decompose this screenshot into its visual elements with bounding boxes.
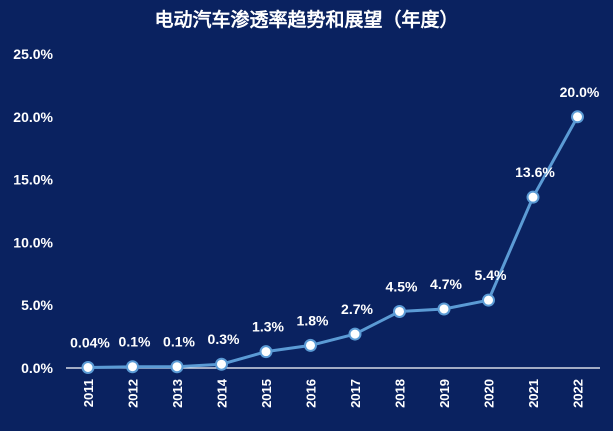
y-tick-label: 20.0% — [13, 109, 53, 125]
x-tick-label: 2019 — [437, 379, 452, 408]
data-label: 0.1% — [163, 334, 195, 350]
data-label: 4.5% — [386, 278, 418, 294]
x-tick-label: 2014 — [215, 378, 230, 408]
data-label: 5.4% — [475, 267, 507, 283]
x-tick-label: 2022 — [571, 379, 586, 408]
x-tick-label: 2021 — [526, 379, 541, 408]
data-point — [126, 360, 139, 374]
data-point — [482, 293, 495, 307]
data-label: 13.6% — [515, 164, 555, 180]
data-label: 0.1% — [119, 334, 151, 350]
x-tick-label: 2015 — [259, 379, 274, 408]
data-point — [215, 357, 228, 371]
data-label: 0.04% — [70, 334, 110, 350]
data-point — [304, 338, 317, 352]
data-point — [526, 190, 540, 204]
data-label: 0.3% — [208, 331, 240, 347]
series-line — [87, 116, 579, 369]
x-tick-label: 2013 — [170, 379, 185, 408]
x-tick-label: 2011 — [81, 379, 96, 407]
y-tick-label: 15.0% — [13, 172, 53, 188]
data-label: 2.7% — [341, 301, 373, 317]
chart-title: 电动汽车渗透率趋势和展望（年度） — [154, 9, 459, 31]
x-tick-label: 2017 — [348, 379, 363, 408]
y-tick-label: 25.0% — [13, 46, 53, 62]
y-tick-label: 10.0% — [13, 234, 53, 250]
y-tick-label: 5.0% — [21, 297, 53, 313]
x-tick-label: 2016 — [304, 379, 319, 408]
y-tick-label: 0.0% — [21, 360, 53, 376]
data-label: 4.7% — [430, 276, 462, 292]
data-point — [170, 360, 184, 374]
data-point — [81, 360, 95, 374]
x-tick-label: 2012 — [126, 379, 141, 408]
data-point — [437, 302, 451, 316]
data-label: 20.0% — [560, 84, 600, 100]
data-label: 1.3% — [252, 319, 284, 335]
data-label: 1.8% — [297, 312, 329, 328]
x-tick-label: 2018 — [393, 379, 408, 408]
data-point — [571, 110, 584, 124]
data-point — [259, 345, 273, 359]
data-point — [348, 327, 362, 341]
x-tick-label: 2020 — [482, 379, 497, 408]
data-point — [393, 304, 406, 318]
